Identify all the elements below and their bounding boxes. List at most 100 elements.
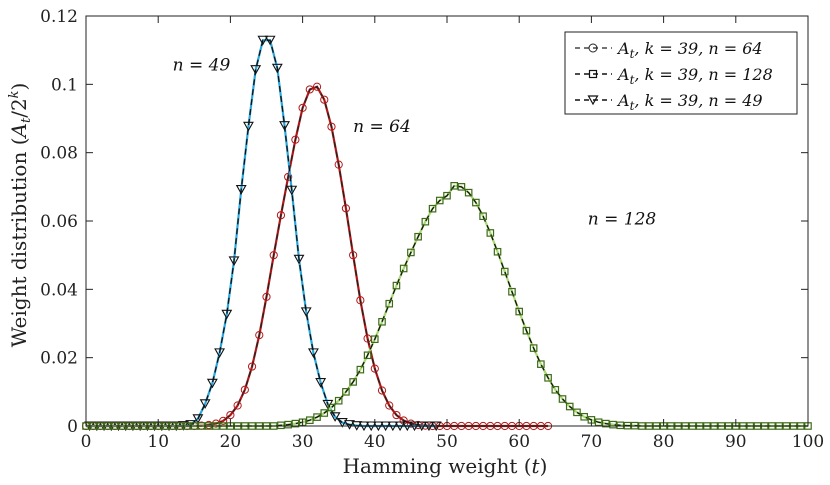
- annotation-label: n = 64: [353, 117, 411, 137]
- data-point-n128: [277, 421, 285, 430]
- data-point-n64: [385, 401, 394, 410]
- data-point-n128: [371, 335, 379, 344]
- y-axis-label: Weight distribution (At/2k): [7, 83, 34, 348]
- data-point-n49: [199, 399, 211, 409]
- data-point-n49: [264, 35, 276, 46]
- data-point-n128: [529, 344, 538, 352]
- data-point-n49: [315, 378, 327, 388]
- data-point-n128: [464, 188, 473, 197]
- data-point-n128: [616, 421, 625, 430]
- annotation-label: n = 49: [173, 56, 231, 76]
- data-point-n49: [243, 121, 254, 132]
- x-tick-label: 30: [292, 432, 314, 452]
- y-tick-label: 0.04: [40, 280, 78, 300]
- data-point-n64: [312, 82, 322, 91]
- data-point-n128: [327, 403, 336, 412]
- series-line-n64: [86, 85, 549, 428]
- data-point-n49: [228, 256, 240, 267]
- data-point-n64: [349, 251, 358, 260]
- data-point-n128: [349, 378, 357, 386]
- data-point-n64: [377, 386, 387, 395]
- annotation-label: n = 128: [588, 209, 657, 229]
- data-point-n64: [240, 385, 249, 394]
- data-point-n128: [291, 419, 300, 428]
- data-point-n49: [214, 348, 226, 359]
- data-point-n128: [537, 360, 545, 368]
- data-point-n64: [262, 292, 271, 301]
- data-point-n64: [320, 95, 329, 104]
- data-point-n128: [457, 183, 466, 191]
- data-point-n64: [298, 103, 307, 113]
- data-point-n49: [185, 420, 197, 430]
- data-point-n128: [580, 412, 588, 421]
- data-point-n128: [284, 420, 292, 429]
- data-point-n49: [192, 414, 204, 424]
- data-point-n128: [558, 395, 567, 403]
- data-point-n64: [341, 204, 351, 213]
- legend-entry-n49: At, k = 39, n = 49: [575, 91, 763, 113]
- data-point-n64: [233, 401, 242, 410]
- data-point-n128: [493, 247, 502, 256]
- x-tick-label: 40: [364, 432, 386, 452]
- data-point-n49: [307, 348, 319, 359]
- x-tick-label: 20: [220, 432, 242, 452]
- data-point-n64: [219, 416, 228, 425]
- data-point-n128: [399, 264, 408, 273]
- circle-marker-icon: [588, 43, 598, 53]
- data-point-n64: [226, 410, 235, 420]
- data-point-n128: [334, 396, 343, 405]
- data-point-n128: [500, 267, 509, 276]
- data-point-n128: [320, 409, 329, 417]
- data-point-n128: [609, 420, 617, 429]
- data-point-n128: [551, 385, 560, 394]
- data-point-n128: [435, 196, 444, 205]
- data-point-n49: [250, 65, 262, 75]
- data-point-n64: [291, 135, 300, 144]
- y-tick-label: 0.1: [51, 75, 78, 95]
- data-point-n49: [286, 185, 298, 196]
- data-point-n128: [342, 388, 350, 396]
- data-point-n128: [515, 307, 524, 316]
- data-point-n128: [508, 287, 516, 296]
- series-dash-n128: [86, 185, 808, 427]
- series-line-n49: [89, 39, 437, 428]
- legend-entry-n128: At, k = 39, n = 128: [575, 65, 773, 87]
- triangle-marker-icon: [587, 95, 599, 106]
- data-point-n128: [479, 212, 487, 221]
- series-dash-n64: [86, 85, 549, 427]
- data-point-n49: [279, 121, 290, 131]
- legend-label-n128: At, k = 39, n = 128: [616, 65, 773, 87]
- x-tick-label: 80: [653, 432, 675, 452]
- data-point-n49: [235, 185, 247, 195]
- series-line-n128: [86, 184, 808, 428]
- x-tick-label: 50: [436, 432, 458, 452]
- y-tick-label: 0.08: [40, 144, 78, 164]
- data-point-n49: [336, 418, 348, 428]
- x-tick-label: 10: [147, 432, 169, 452]
- data-point-n128: [363, 351, 372, 360]
- legend-entry-n64: At, k = 39, n = 64: [575, 39, 763, 61]
- y-tick-label: 0.02: [40, 349, 78, 369]
- axes: 0 10 20 30 40 50 60 70 80 90 100 0 0.02 0.04 0.06 0.08 0…: [40, 7, 824, 452]
- annotations: n = 49 n = 64 n = 128: [173, 56, 657, 230]
- series-dash-n49: [89, 39, 437, 427]
- legend-label-n64: At, k = 39, n = 64: [616, 39, 763, 61]
- series-n49: [84, 35, 442, 432]
- data-point-n49: [221, 309, 233, 320]
- data-point-n128: [313, 413, 321, 421]
- data-point-n64: [334, 160, 343, 169]
- data-point-n49: [300, 307, 312, 318]
- data-point-n49: [293, 254, 305, 265]
- data-point-n128: [522, 326, 531, 335]
- y-tick-label: 0.06: [40, 212, 78, 232]
- x-tick-label: 60: [508, 432, 530, 452]
- data-point-n128: [544, 374, 552, 382]
- x-axis-label: Hamming weight (t): [343, 454, 548, 478]
- data-point-n49: [344, 420, 355, 430]
- series-n64: [81, 82, 553, 431]
- data-point-n128: [594, 418, 603, 427]
- data-point-n128: [472, 198, 480, 207]
- x-tick-label: 70: [581, 432, 603, 452]
- data-point-n64: [327, 122, 336, 131]
